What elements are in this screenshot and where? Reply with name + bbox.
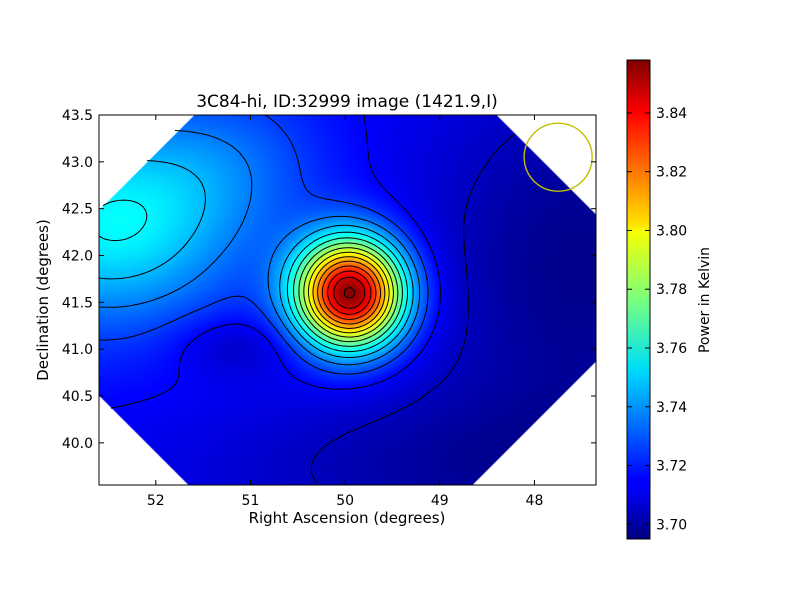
- colorbar-tick-label: 3.82: [656, 165, 687, 181]
- contour-line: [312, 256, 386, 329]
- y-axis: 40.0 40.5 41.0 41.5 42.0 42.5 43.0 43.5: [62, 108, 596, 452]
- x-tick-label: 50: [336, 493, 354, 509]
- y-tick-label: 43.0: [62, 155, 93, 171]
- y-axis-label: Declination (degrees): [34, 219, 52, 381]
- contour-line: [298, 242, 399, 343]
- colorbar-tick-label: 3.80: [656, 223, 687, 239]
- contour-line: [307, 251, 390, 334]
- contour-line: [110, 115, 441, 409]
- colorbar-tick-label: 3.74: [656, 400, 687, 416]
- x-tick-label: 51: [242, 493, 260, 509]
- contour-line: [321, 265, 377, 320]
- colorbar-ticks: 3.70 3.72 3.74 3.76 3.78 3.80 3.82 3.84: [627, 106, 687, 533]
- plot-area: [98, 114, 597, 486]
- contour-line: [99, 115, 429, 375]
- x-axis-label: Right Ascension (degrees): [249, 509, 446, 527]
- x-tick-label: 52: [147, 493, 165, 509]
- contour-line: [310, 133, 516, 484]
- contour-line: [99, 130, 421, 366]
- colorbar-tick-label: 3.76: [656, 341, 687, 357]
- contour-line: [317, 260, 381, 325]
- contour-line: [333, 276, 366, 309]
- x-axis: 52 51 50 49 48: [147, 115, 543, 509]
- beam-circle: [523, 122, 593, 192]
- contour-line: [99, 199, 408, 353]
- contour-line: [303, 247, 394, 338]
- contour-line: [293, 237, 403, 347]
- heatmap-image: [99, 115, 596, 485]
- chart-title: 3C84-hi, ID:32999 image (1421.9,I): [196, 92, 498, 112]
- contour-line: [327, 270, 372, 315]
- y-tick-label: 42.5: [62, 202, 93, 218]
- colorbar-tick-label: 3.84: [656, 106, 687, 122]
- plot-frame: [98, 114, 597, 486]
- contour-line: [99, 160, 414, 358]
- colorbar-label: Power in Kelvin: [697, 247, 713, 353]
- y-tick-label: 40.5: [62, 389, 93, 405]
- colorbar: 3.70 3.72 3.74 3.76 3.78 3.80 3.82 3.84 Power i…: [626, 59, 713, 540]
- colorbar-tick-label: 3.72: [656, 459, 687, 475]
- colorbar-tick-label: 3.70: [656, 517, 687, 533]
- colorbar-gradient: [626, 59, 651, 540]
- contour-lines: [99, 115, 516, 484]
- y-tick-label: 41.0: [62, 342, 93, 358]
- y-tick-label: 42.0: [62, 249, 93, 265]
- y-tick-label: 41.5: [62, 295, 93, 311]
- contour-line: [343, 287, 355, 299]
- y-tick-label: 43.5: [62, 108, 93, 124]
- colorbar-tick-label: 3.78: [656, 282, 687, 298]
- x-tick-label: 48: [526, 493, 544, 509]
- x-tick-label: 49: [431, 493, 449, 509]
- y-tick-label: 40.0: [62, 436, 93, 452]
